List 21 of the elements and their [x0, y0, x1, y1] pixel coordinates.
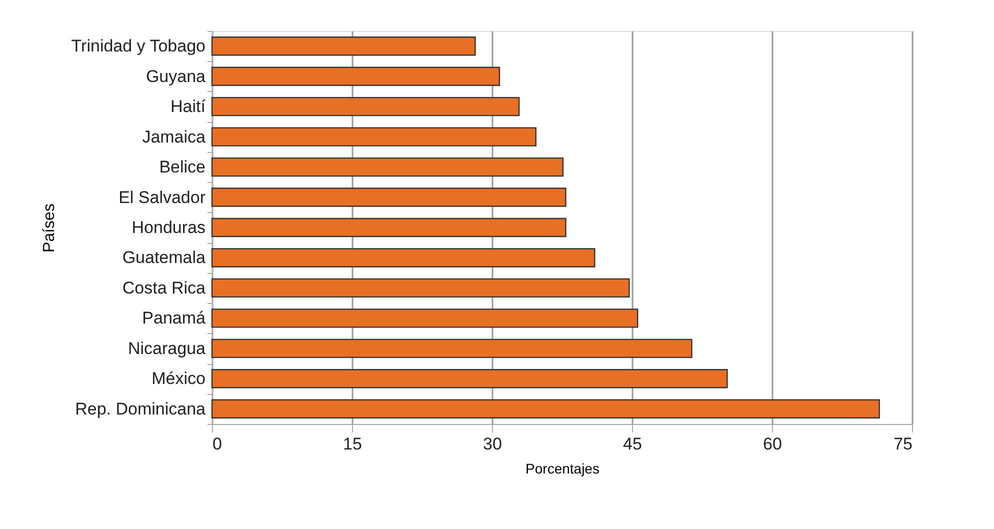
y-tick-label: Guyana — [146, 66, 206, 86]
x-tick-label: 60 — [763, 434, 782, 454]
y-axis-title: Países — [40, 204, 58, 252]
y-tick-label: Panamá — [142, 308, 206, 328]
x-tick-label: 45 — [623, 434, 642, 454]
y-tick-label: El Salvador — [118, 188, 206, 207]
y-tick-label: Guatemala — [122, 248, 206, 268]
y-tick-label: Costa Rica — [122, 278, 206, 298]
y-tick-label: México — [152, 369, 206, 388]
y-tick-label: Belice — [159, 158, 206, 177]
y-tick-label: Haití — [170, 97, 206, 116]
x-tick-label: 75 — [894, 434, 912, 454]
y-tick-label: Jamaica — [142, 127, 206, 146]
y-tick-label: Honduras — [132, 218, 206, 237]
y-tick-label: Rep. Dominicana — [75, 399, 206, 418]
x-tick-label: 15 — [343, 434, 362, 454]
x-axis-title: Porcentajes — [526, 460, 600, 476]
x-tick-label: 0 — [212, 434, 222, 454]
y-tick-label: Trinidad y Tobago — [71, 36, 206, 56]
x-tick-label: 30 — [483, 434, 502, 454]
y-tick-label: Nicaragua — [128, 338, 206, 358]
